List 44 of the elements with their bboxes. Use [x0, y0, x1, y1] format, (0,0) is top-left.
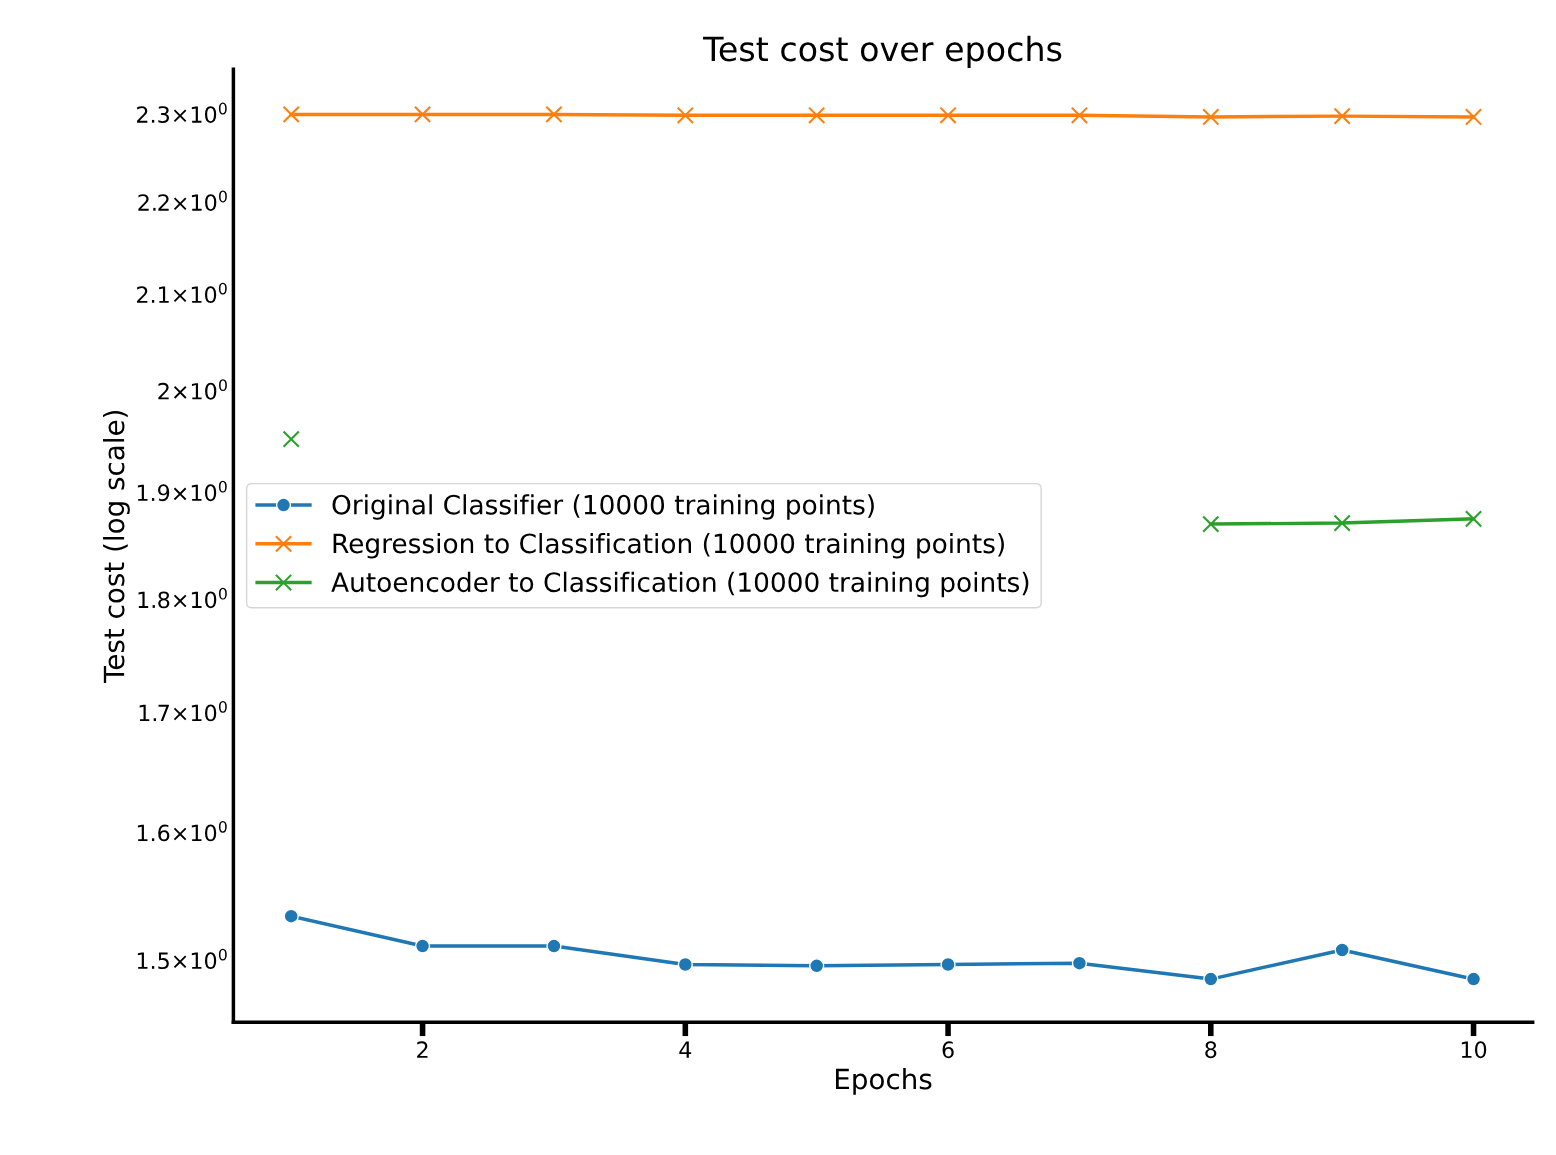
y-tick-label: 1.5×10$^{0}$	[137, 948, 227, 970]
point	[1333, 107, 1351, 125]
point	[414, 938, 431, 954]
point	[1464, 108, 1483, 126]
point	[545, 105, 563, 124]
legend-label: Regression to Classification (10000 training points)	[333, 532, 1004, 559]
point	[809, 958, 825, 974]
point	[940, 956, 956, 973]
point	[676, 106, 694, 124]
point	[677, 956, 693, 973]
y-tick-label: 1.8×10$^{0}$	[138, 587, 227, 609]
x-tick-label: 10	[1461, 1041, 1487, 1059]
point	[1203, 971, 1219, 987]
point	[1334, 942, 1350, 958]
y-tick-label: 2×10$^{0}$	[158, 379, 227, 400]
point	[413, 105, 432, 124]
x-axis-title: Epochs	[835, 1067, 932, 1095]
point	[1202, 108, 1220, 126]
x-tick-label: 4	[679, 1041, 692, 1058]
point	[939, 106, 957, 124]
point	[1070, 106, 1089, 124]
y-tick-label: 1.7×10$^{0}$	[139, 700, 227, 722]
y-axis-title: Test cost (log scale)	[102, 410, 130, 684]
point	[282, 105, 300, 124]
point	[1464, 510, 1483, 528]
x-tick-label: 6	[942, 1041, 954, 1059]
x-tick-label: 2	[417, 1041, 428, 1058]
point	[1465, 971, 1482, 987]
y-tick-label: 2.2×10$^{0}$	[138, 190, 227, 211]
point	[283, 908, 299, 924]
y-tick-label: 1.6×10$^{0}$	[137, 820, 227, 842]
chart-title: Test cost over epochs	[703, 35, 1062, 68]
x-tick-label: 8	[1205, 1041, 1217, 1059]
legend-label: Autoencoder to Classification (10000 training points)	[331, 571, 1029, 598]
point	[1071, 955, 1088, 971]
point	[1202, 515, 1220, 533]
point	[282, 430, 300, 448]
legend-label: Original Classifier (10000 training points)	[332, 494, 874, 520]
point	[546, 938, 562, 954]
point	[808, 106, 826, 124]
y-tick-label: 2.3×10$^{0}$	[137, 102, 227, 123]
y-tick-label: 1.9×10$^{0}$	[137, 480, 227, 502]
point	[1333, 514, 1351, 532]
y-tick-label: 2.1×10$^{0}$	[137, 282, 227, 304]
